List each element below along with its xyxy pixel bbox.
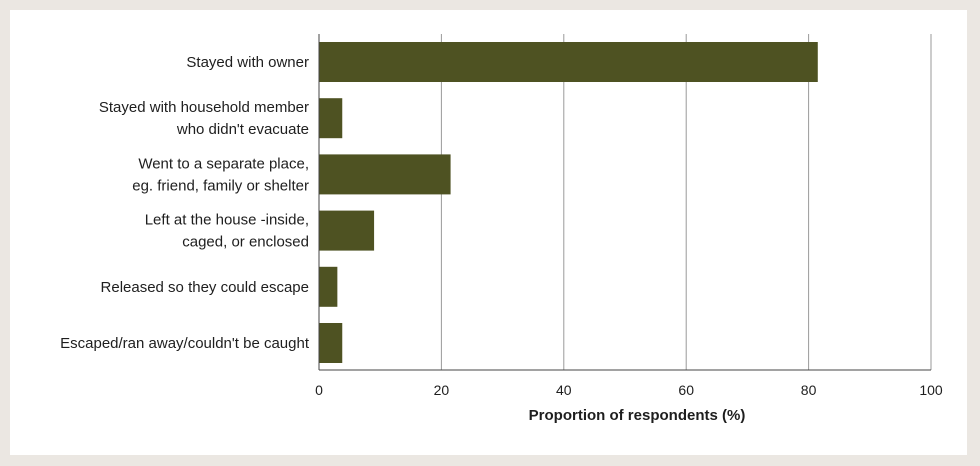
category-label: caged, or enclosed [182,234,309,251]
category-label: who didn't evacuate [176,121,309,138]
category-label: Escaped/ran away/couldn't be caught [60,335,310,352]
category-label: Stayed with household member [99,99,309,116]
bar [319,98,343,139]
x-tick-label: 20 [434,382,450,398]
category-label: Left at the house -inside, [145,212,309,229]
category-label: Went to a separate place, [138,155,309,172]
category-label: Released so they could escape [101,279,309,296]
x-tick-label: 60 [678,382,694,398]
x-tick-label: 40 [556,382,572,398]
gridlines [440,34,932,370]
category-labels: Stayed with owner Stayed with household m… [60,54,310,352]
category-label: Stayed with owner [186,54,309,71]
x-axis [318,34,931,371]
bar [319,154,451,195]
bar [319,323,343,363]
x-axis-title: Proportion of respondents (%) [529,407,746,424]
bar [319,266,338,307]
bar [319,42,818,82]
category-label: eg. friend, family or shelter [132,177,309,194]
bars [319,42,818,363]
tick-labels: 0 20 40 60 80 100 [315,382,943,398]
bar [319,210,375,251]
x-tick-label: 100 [919,382,943,398]
chart-panel [10,10,967,455]
x-tick-label: 0 [315,382,323,398]
x-tick-label: 80 [801,382,817,398]
